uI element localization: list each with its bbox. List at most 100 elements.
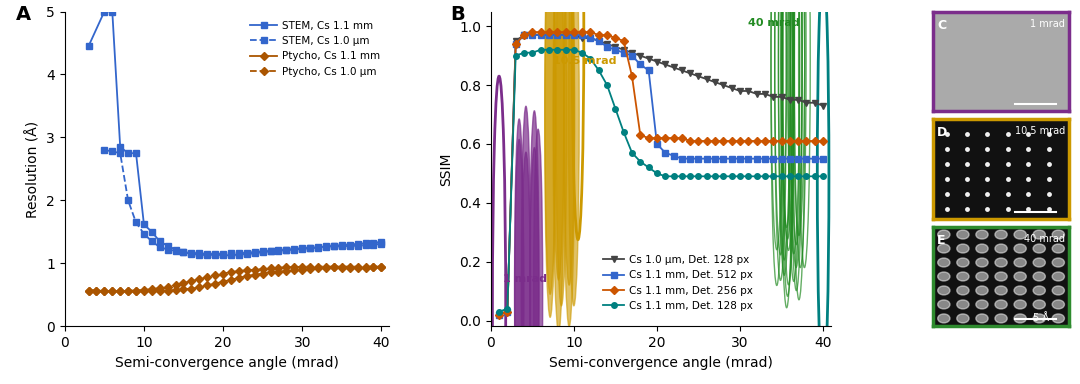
Cs 1.1 mm, Det. 128 px: [726, 174, 739, 179]
X-axis label: Semi-convergence angle (mrad): Semi-convergence angle (mrad): [116, 356, 339, 370]
Circle shape: [937, 286, 950, 295]
Cs 1.0 μm, Det. 128 px: [576, 36, 589, 40]
Cs 1.1 mm, Det. 512 px: [808, 156, 821, 161]
Cs 1.1 mm, Det. 512 px: [675, 156, 688, 161]
Circle shape: [995, 300, 1008, 309]
Cs 1.1 mm, Det. 256 px: [767, 139, 780, 143]
Cs 1.0 μm, Det. 128 px: [542, 33, 555, 37]
STEM, Cs 1.1 mm: [256, 250, 269, 254]
STEM, Cs 1.1 mm: [248, 251, 261, 256]
Ptycho, Cs 1.0 μm: [90, 288, 103, 293]
Ptycho, Cs 1.1 mm: [320, 265, 333, 270]
Circle shape: [514, 119, 524, 384]
Circle shape: [1014, 272, 1026, 281]
Circle shape: [1052, 286, 1065, 295]
STEM, Cs 1.0 μm: [311, 245, 324, 249]
STEM, Cs 1.1 mm: [137, 222, 150, 227]
STEM, Cs 1.1 mm: [177, 250, 190, 254]
Cs 1.0 μm, Det. 128 px: [742, 89, 755, 93]
Cs 1.1 mm, Det. 128 px: [767, 174, 780, 179]
Ptycho, Cs 1.1 mm: [367, 265, 380, 270]
STEM, Cs 1.1 mm: [161, 243, 174, 248]
Cs 1.1 mm, Det. 128 px: [509, 53, 522, 58]
STEM, Cs 1.1 mm: [146, 230, 159, 234]
STEM, Cs 1.0 μm: [320, 245, 333, 249]
Ptycho, Cs 1.1 mm: [153, 288, 166, 293]
Cs 1.0 μm, Det. 128 px: [792, 98, 805, 102]
Cs 1.1 mm, Det. 128 px: [559, 48, 572, 52]
Cs 1.1 mm, Det. 512 px: [650, 142, 663, 146]
STEM, Cs 1.0 μm: [146, 239, 159, 244]
Ptycho, Cs 1.0 μm: [256, 267, 269, 271]
Cs 1.1 mm, Det. 128 px: [816, 174, 829, 179]
STEM, Cs 1.1 mm: [265, 249, 278, 254]
Circle shape: [1034, 258, 1045, 267]
Ptycho, Cs 1.1 mm: [113, 289, 126, 293]
Cs 1.1 mm, Det. 256 px: [567, 30, 580, 35]
Cs 1.1 mm, Det. 512 px: [584, 36, 597, 40]
STEM, Cs 1.0 μm: [272, 248, 285, 253]
Cs 1.1 mm, Det. 128 px: [775, 174, 788, 179]
Cs 1.1 mm, Det. 256 px: [692, 139, 705, 143]
Cs 1.0 μm, Det. 128 px: [684, 71, 697, 76]
Ptycho, Cs 1.0 μm: [201, 275, 214, 280]
Cs 1.1 mm, Det. 256 px: [643, 136, 656, 141]
Cs 1.0 μm, Det. 128 px: [617, 48, 630, 52]
STEM, Cs 1.1 mm: [201, 253, 214, 258]
Cs 1.1 mm, Det. 128 px: [684, 174, 697, 179]
Ptycho, Cs 1.1 mm: [232, 276, 245, 280]
STEM, Cs 1.0 μm: [177, 250, 190, 254]
Circle shape: [957, 314, 969, 323]
Ptycho, Cs 1.0 μm: [82, 288, 95, 293]
Ptycho, Cs 1.0 μm: [320, 264, 333, 269]
Cs 1.0 μm, Det. 128 px: [592, 39, 605, 43]
STEM, Cs 1.0 μm: [280, 247, 293, 252]
Text: B: B: [450, 5, 464, 24]
Ptycho, Cs 1.1 mm: [122, 289, 135, 293]
Cs 1.0 μm, Det. 128 px: [551, 33, 564, 37]
Ptycho, Cs 1.1 mm: [185, 286, 198, 291]
Cs 1.1 mm, Det. 512 px: [775, 156, 788, 161]
Ptycho, Cs 1.0 μm: [359, 264, 372, 269]
Circle shape: [568, 0, 579, 306]
STEM, Cs 1.0 μm: [137, 232, 150, 236]
Cs 1.1 mm, Det. 256 px: [667, 136, 680, 141]
Circle shape: [1014, 258, 1026, 267]
Cs 1.0 μm, Det. 128 px: [509, 39, 522, 43]
Circle shape: [957, 300, 969, 309]
Cs 1.1 mm, Det. 256 px: [775, 139, 788, 143]
STEM, Cs 1.1 mm: [327, 243, 340, 248]
Circle shape: [976, 314, 988, 323]
Line: Cs 1.0 μm, Det. 128 px: Cs 1.0 μm, Det. 128 px: [497, 32, 826, 318]
STEM, Cs 1.1 mm: [303, 246, 316, 251]
STEM, Cs 1.0 μm: [265, 248, 278, 253]
Circle shape: [1014, 286, 1026, 295]
STEM, Cs 1.0 μm: [375, 242, 388, 246]
Text: E: E: [937, 233, 945, 247]
Ptycho, Cs 1.1 mm: [217, 280, 230, 284]
Cs 1.0 μm, Det. 128 px: [659, 62, 672, 67]
Cs 1.1 mm, Det. 128 px: [535, 48, 548, 52]
Cs 1.1 mm, Det. 512 px: [708, 156, 721, 161]
STEM, Cs 1.0 μm: [343, 243, 356, 248]
Cs 1.1 mm, Det. 256 px: [742, 139, 755, 143]
Ptycho, Cs 1.0 μm: [287, 265, 300, 270]
Circle shape: [1052, 230, 1065, 239]
Cs 1.1 mm, Det. 512 px: [751, 156, 764, 161]
Cs 1.1 mm, Det. 128 px: [708, 174, 721, 179]
Cs 1.1 mm, Det. 256 px: [708, 139, 721, 143]
Cs 1.1 mm, Det. 512 px: [509, 41, 522, 46]
STEM, Cs 1.0 μm: [193, 251, 206, 256]
Cs 1.1 mm, Det. 512 px: [551, 33, 564, 37]
Circle shape: [995, 314, 1008, 323]
Cs 1.1 mm, Det. 128 px: [584, 56, 597, 61]
Ptycho, Cs 1.0 μm: [367, 264, 380, 269]
Circle shape: [1014, 314, 1026, 323]
STEM, Cs 1.0 μm: [106, 149, 119, 154]
STEM, Cs 1.0 μm: [359, 243, 372, 247]
STEM, Cs 1.1 mm: [82, 44, 95, 48]
Cs 1.1 mm, Det. 512 px: [542, 33, 555, 37]
Cs 1.0 μm, Det. 128 px: [767, 94, 780, 99]
Circle shape: [976, 272, 988, 281]
Line: STEM, Cs 1.0 μm: STEM, Cs 1.0 μm: [102, 147, 384, 257]
